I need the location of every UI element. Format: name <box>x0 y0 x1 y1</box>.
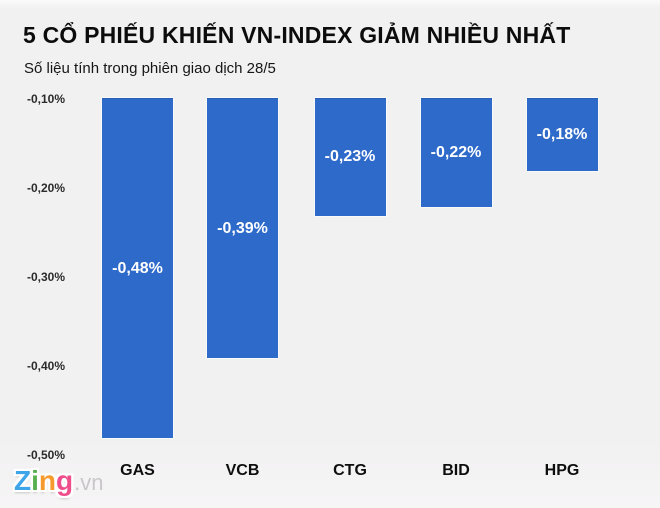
zing-logo-domain: .vn <box>74 470 104 495</box>
zing-logo-letter: i <box>31 465 39 496</box>
y-axis-tick-label: -0,10% <box>26 92 65 106</box>
y-axis-tick-label: -0,30% <box>26 270 65 284</box>
x-axis-label-CTG: CTG <box>333 462 367 479</box>
plot-area: -0,10% -0,20% -0,30% -0,40% -0,50% -0,48% -0,3… <box>0 92 660 462</box>
bar-value-label: -0,23% <box>324 148 376 166</box>
bar-GAS: -0,48% <box>102 98 173 439</box>
bar-value-label: -0,39% <box>217 219 268 237</box>
x-axis-labels: GAS VCB CTG BID HPG <box>0 462 660 484</box>
x-axis-label-BID: BID <box>442 462 470 479</box>
bar-VCB: -0,39% <box>207 98 278 359</box>
zing-logo: Zing .vn <box>14 464 103 498</box>
x-axis-label-HPG: HPG <box>544 462 580 479</box>
zing-logo-wordmark: Zing <box>14 464 73 498</box>
chart-title: 5 CỔ PHIẾU KHIẾN VN-INDEX GIẢM NHIỀU NHẤ… <box>23 22 571 48</box>
y-axis-tick-label: -0,40% <box>26 359 65 373</box>
zing-logo-letter: Z <box>14 465 32 496</box>
bar-value-label: -0,18% <box>536 126 588 144</box>
x-axis-label-VCB: VCB <box>225 462 260 479</box>
y-axis-tick-label: -0,20% <box>26 181 65 195</box>
bar-CTG: -0,23% <box>314 98 386 216</box>
bar-BID: -0,22% <box>420 98 492 207</box>
bar-HPG: -0,18% <box>526 98 598 172</box>
zing-logo-letter: n <box>38 465 56 496</box>
bar-value-label: -0,22% <box>430 143 482 161</box>
bar-value-label: -0,48% <box>112 259 163 277</box>
y-axis-tick-label: -0,50% <box>26 448 65 462</box>
zing-logo-letter: g <box>56 465 74 496</box>
chart-subtitle: Số liệu tính trong phiên giao dịch 28/5 <box>24 60 276 77</box>
x-axis-label-GAS: GAS <box>120 462 155 479</box>
